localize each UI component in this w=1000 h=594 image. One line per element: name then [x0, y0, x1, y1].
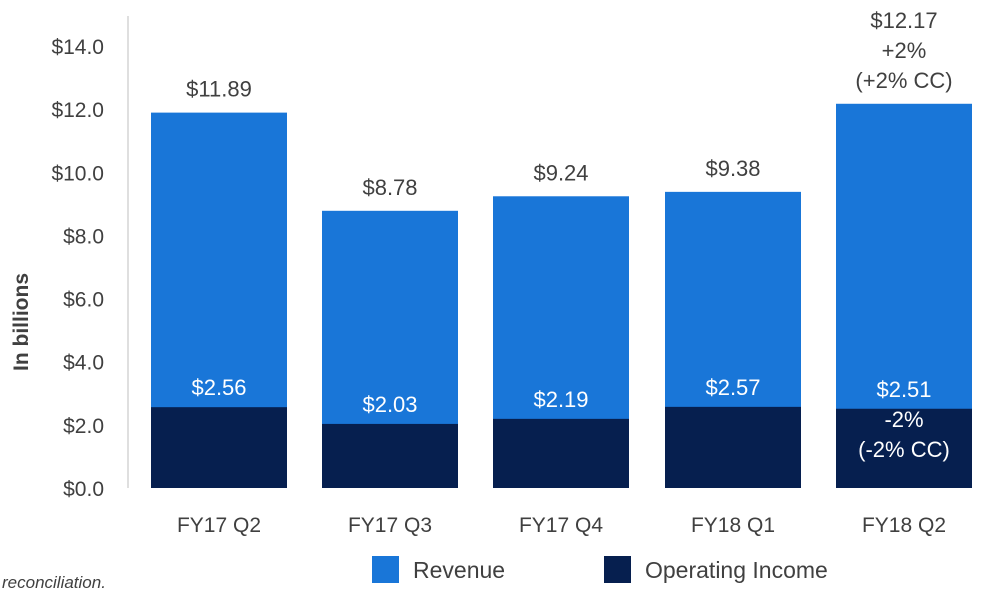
operating-income-value-label: $2.03 — [362, 392, 417, 417]
y-tick-label: $0.0 — [63, 478, 104, 501]
footnote: reconciliation. — [2, 573, 106, 592]
legend-label: Operating Income — [645, 557, 828, 583]
y-tick-label: $2.0 — [63, 415, 104, 438]
operating-income-bar — [493, 418, 629, 488]
revenue-value-label: $9.24 — [533, 160, 588, 185]
operating-income-bar — [665, 406, 801, 488]
operating-income-bar — [322, 423, 458, 488]
operating-income-bar — [151, 407, 287, 488]
x-tick-label: FY18 Q1 — [691, 514, 775, 537]
operating-income-bar — [836, 408, 972, 488]
x-tick-label: FY17 Q4 — [519, 514, 603, 537]
x-tick-label: FY18 Q2 — [862, 514, 946, 537]
y-tick-label: $8.0 — [63, 225, 104, 248]
revenue-annotation: +2% — [882, 38, 927, 63]
revenue-value-label: $8.78 — [362, 175, 417, 200]
y-tick-label: $12.0 — [51, 99, 104, 122]
operating-income-annotation: -2% — [884, 407, 923, 432]
y-tick-label: $6.0 — [63, 289, 104, 312]
legend-swatch — [372, 556, 399, 583]
y-tick-label: $14.0 — [51, 36, 104, 59]
legend: Revenue Operating Income — [372, 556, 828, 583]
y-axis-ticks: $0.0 $2.0 $4.0 $6.0 $8.0 $10.0 $12.0 $14.0 — [51, 36, 104, 501]
operating-income-value-label: $2.19 — [533, 387, 588, 412]
operating-income-annotation: (-2% CC) — [858, 437, 950, 462]
x-tick-label: FY17 Q3 — [348, 514, 432, 537]
legend-label: Revenue — [413, 557, 505, 583]
revenue-value-label: $11.89 — [186, 77, 252, 102]
y-axis-label: In billions — [10, 273, 33, 371]
operating-income-value-label: $2.51 — [876, 377, 931, 402]
x-axis-ticks: FY17 Q2 FY17 Q3 FY17 Q4 FY18 Q1 FY18 Q2 — [177, 514, 946, 537]
y-tick-label: $4.0 — [63, 352, 104, 375]
operating-income-value-label: $2.56 — [191, 375, 246, 400]
revenue-value-label: $9.38 — [705, 156, 760, 181]
operating-income-value-label: $2.57 — [705, 375, 760, 400]
revenue-value-label: $12.17 — [870, 8, 937, 33]
revenue-annotation: (+2% CC) — [855, 68, 952, 93]
legend-swatch — [604, 556, 631, 583]
x-tick-label: FY17 Q2 — [177, 514, 261, 537]
data-labels: $11.89 $2.56 $8.78 $2.03 $9.24 $2.19 $9.38 $2.5… — [186, 8, 952, 462]
y-tick-label: $10.0 — [51, 162, 104, 185]
bars — [151, 103, 972, 489]
